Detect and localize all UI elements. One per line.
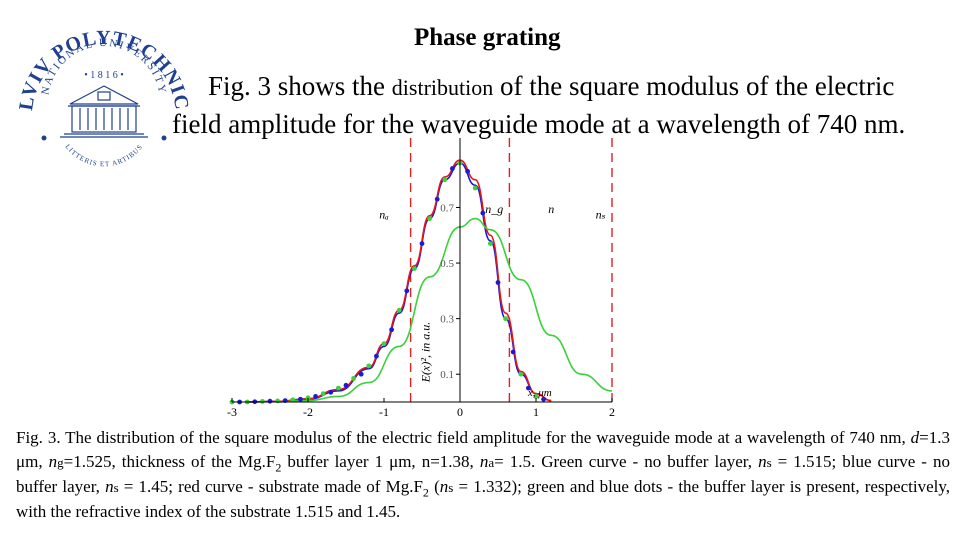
caption-subscript: a [488, 455, 495, 470]
region-label: n_g [485, 202, 503, 216]
region-label: nₐ [379, 208, 389, 222]
series-point [480, 210, 486, 216]
series-point [343, 382, 349, 388]
caption-part: = 1.515; blue curve - no buffer layer, [16, 452, 950, 496]
caption-symbol-n: n [48, 452, 58, 471]
series-point [267, 398, 273, 404]
logo-star-right [161, 135, 167, 141]
series-point [366, 363, 372, 369]
caption-subscript: 2 [422, 485, 429, 500]
series-point [404, 288, 410, 294]
caption-subscript: g [57, 455, 64, 470]
x-tick-label: -1 [379, 405, 389, 419]
series-point [427, 216, 432, 221]
x-tick-label: 1 [533, 405, 539, 419]
caption-part: = 1.45; red curve - substrate made of Mg… [118, 477, 423, 496]
series-point [313, 394, 318, 399]
caption-part: =1.3 μm, [16, 428, 950, 471]
caption-part: ( [428, 477, 440, 496]
region-label: n [548, 202, 554, 216]
series-point [442, 177, 448, 183]
series-point [389, 327, 394, 333]
series-line [247, 162, 552, 403]
series-point [396, 307, 402, 313]
series-point [374, 353, 379, 359]
chart-labels: nₐ n_g n nₛ [379, 202, 605, 222]
caption-symbol-n: n [758, 452, 767, 471]
x-tick-label: -2 [303, 405, 313, 419]
caption-subscript: s [766, 455, 772, 470]
series-point [290, 397, 296, 403]
y-axis-label: E(x)², in a.u. [419, 322, 433, 384]
series-point [472, 185, 478, 191]
series-point [541, 396, 546, 402]
figure-caption: Fig. 3. The distribution of the square m… [16, 426, 950, 524]
series-point [336, 385, 341, 391]
intro-text: Fig. 3 shows the distribution of the squ… [172, 68, 942, 142]
series-point [298, 396, 303, 402]
caption-subscript: 2 [275, 460, 282, 475]
series-point [533, 394, 539, 399]
series-point [503, 316, 508, 322]
intro-part-c: of the square modulus of the electric [493, 71, 895, 101]
caption-subscript: s [448, 480, 454, 495]
caption-part: = 1.332); green and blue dots - the buff… [16, 477, 950, 521]
series-point [526, 385, 531, 391]
series-point [381, 341, 387, 347]
series-point [305, 395, 311, 401]
caption-part: buffer layer 1 μm, n=1.38, [281, 452, 480, 471]
series-point [518, 371, 524, 377]
chart-axes: -3 -2 -1 0 1 2 0.1 0.3 0.5 0.7 x, μm E(x)², in a.u. [227, 138, 615, 419]
series-point [412, 266, 417, 272]
series-point [275, 398, 280, 404]
university-logo: NATIONAL UNIVERSITY LVIV POLYTECHNIC • 1… [15, 27, 192, 168]
caption-part: Fig. 3. The distribution of the square m… [16, 428, 911, 447]
caption-symbol-n: n [479, 452, 489, 471]
caption-part: = 1.5. Green curve - no buffer layer, [494, 452, 759, 471]
x-tick-label: 2 [609, 405, 615, 419]
series-point [419, 241, 425, 246]
caption-symbol-d: d [910, 428, 920, 447]
series-point [358, 371, 364, 377]
series-point [488, 241, 493, 246]
y-tick-label: 0.1 [440, 369, 454, 381]
mode-distribution-chart: -3 -2 -1 0 1 2 0.1 0.3 0.5 0.7 x, μm E(x)², in a.u.… [227, 138, 615, 419]
intro-part-b: distribution [391, 75, 494, 100]
series-point [328, 389, 334, 395]
y-tick-label: 0.5 [440, 258, 454, 270]
logo-year: • 1 8 1 6 • [84, 70, 124, 81]
x-tick-label: 0 [457, 405, 463, 419]
logo-motto: LITTERIS ET ARTIBUS [64, 143, 145, 168]
intro-part-a: Fig. 3 shows the [208, 71, 392, 101]
series-point [320, 391, 326, 397]
caption-symbol-n: n [105, 477, 114, 496]
x-axis-label: x, μm [527, 387, 552, 399]
slide-title: Phase grating [414, 24, 561, 51]
series-point [510, 349, 516, 355]
y-tick-label: 0.7 [440, 202, 454, 214]
series-line [247, 159, 552, 403]
x-tick-label: -3 [227, 405, 237, 419]
series-point [495, 280, 501, 285]
series-point [434, 196, 440, 202]
series-point [465, 168, 470, 174]
series-point [351, 375, 356, 381]
caption-subscript: s [113, 480, 119, 495]
caption-part: =1.525, thickness of the Mg.F [63, 452, 276, 471]
caption-symbol-n: n [439, 477, 449, 496]
building-icon [60, 85, 148, 138]
intro-line-1: Fig. 3 shows the distribution of the squ… [172, 68, 942, 106]
logo-star-left [41, 135, 47, 141]
region-label: nₛ [596, 208, 606, 222]
intro-line-2: field amplitude for the waveguide mode a… [172, 109, 906, 139]
series-point [260, 399, 265, 404]
y-tick-label: 0.3 [440, 314, 454, 326]
series-point [450, 166, 455, 171]
